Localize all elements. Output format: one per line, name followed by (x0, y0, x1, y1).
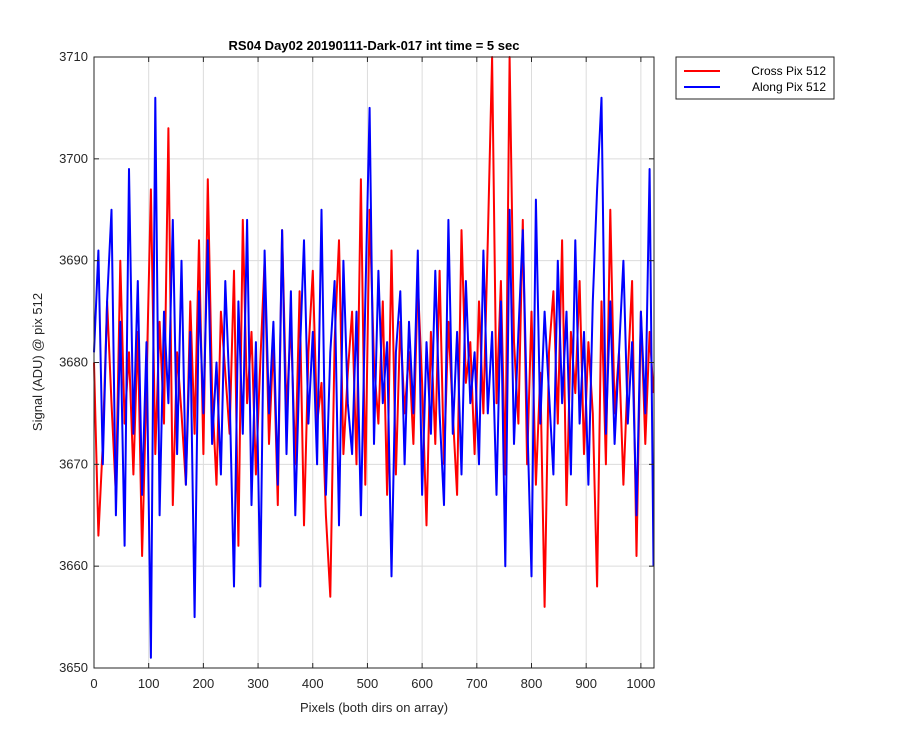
x-tick-label: 100 (138, 676, 160, 691)
x-tick-label: 300 (247, 676, 269, 691)
x-axis-label: Pixels (both dirs on array) (300, 700, 448, 715)
x-tick-label: 800 (521, 676, 543, 691)
x-tick-label: 1000 (626, 676, 655, 691)
legend-box (675, 56, 835, 100)
y-tick-label: 3670 (59, 456, 88, 471)
x-tick-label: 500 (357, 676, 379, 691)
y-axis-label: Signal (ADU) @ pix 512 (30, 293, 45, 431)
x-tick-label: 700 (466, 676, 488, 691)
y-tick-label: 3650 (59, 660, 88, 675)
y-tick-label: 3660 (59, 558, 88, 573)
series-line-2 (93, 96, 655, 659)
x-tick-label: 900 (575, 676, 597, 691)
y-tick-label: 3690 (59, 253, 88, 268)
legend-label-2: Along Pix 512 (752, 80, 826, 94)
x-tick-label: 0 (90, 676, 97, 691)
x-tick-label: 200 (193, 676, 215, 691)
y-tick-label: 3700 (59, 151, 88, 166)
series-lines (93, 56, 655, 659)
y-tick-label: 3710 (59, 49, 88, 64)
legend: Cross Pix 512 Along Pix 512 (675, 56, 835, 100)
axis-ticks: 0 100 200 300 400 500 600 700 800 900 1000 3650 3660… (59, 49, 655, 691)
x-tick-label: 400 (302, 676, 324, 691)
chart-title: RS04 Day02 20190111-Dark-017 int time = … (229, 38, 520, 53)
x-tick-label: 600 (411, 676, 433, 691)
legend-label-1: Cross Pix 512 (751, 64, 826, 78)
y-tick-label: 3680 (59, 355, 88, 370)
